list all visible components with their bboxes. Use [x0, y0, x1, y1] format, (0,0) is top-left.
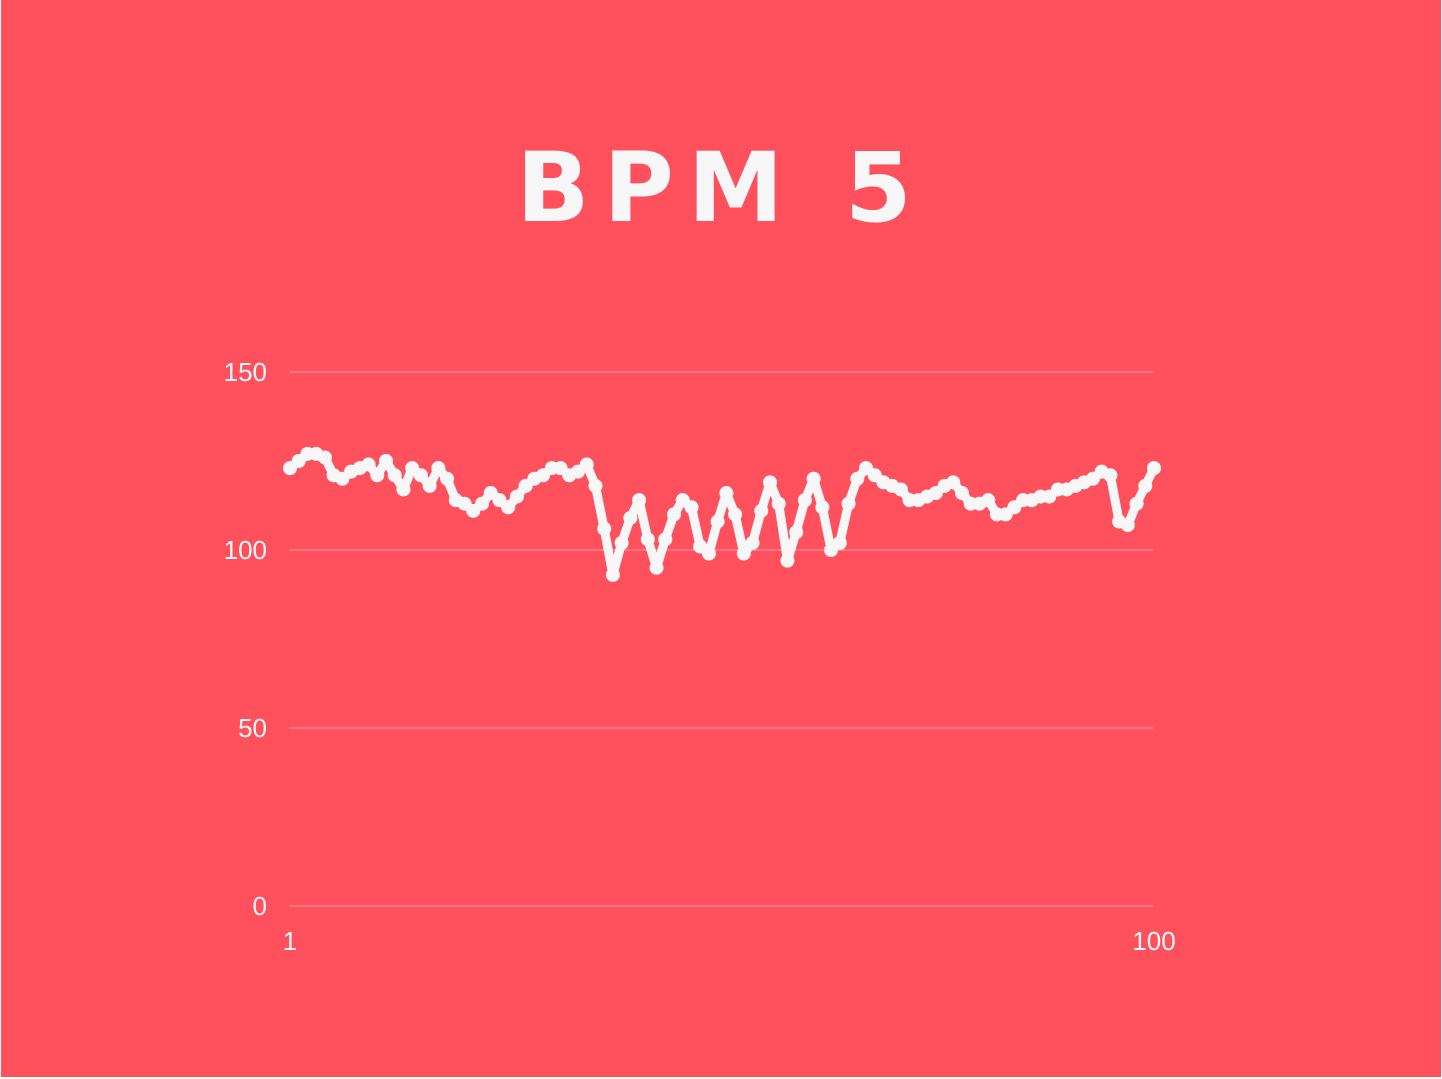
data-point	[684, 500, 698, 514]
data-point	[388, 468, 402, 482]
y-tick-label: 150	[224, 357, 267, 387]
data-point	[440, 472, 454, 486]
data-point	[423, 479, 437, 493]
data-point	[719, 486, 733, 500]
data-point	[1103, 468, 1117, 482]
y-tick-label: 50	[238, 713, 267, 743]
data-point	[702, 547, 716, 561]
data-point	[981, 493, 995, 507]
data-point	[780, 554, 794, 568]
data-point	[842, 497, 856, 511]
data-point	[763, 475, 777, 489]
data-point	[807, 472, 821, 486]
data-point	[632, 493, 646, 507]
data-point	[1121, 518, 1135, 532]
data-point	[798, 493, 812, 507]
data-point	[641, 532, 655, 546]
data-point	[370, 468, 384, 482]
y-tick-label: 100	[224, 535, 267, 565]
data-point	[318, 450, 332, 464]
data-point	[772, 497, 786, 511]
data-point	[1130, 497, 1144, 511]
data-point	[728, 507, 742, 521]
data-point	[754, 504, 768, 518]
data-point	[615, 536, 629, 550]
data-point	[379, 454, 393, 468]
data-point	[650, 561, 664, 575]
data-point	[396, 482, 410, 496]
data-point	[606, 568, 620, 582]
data-point	[580, 458, 594, 472]
data-point	[833, 536, 847, 550]
data-point	[1138, 479, 1152, 493]
data-point	[588, 479, 602, 493]
data-point	[746, 536, 760, 550]
data-point	[667, 507, 681, 521]
data-point	[623, 511, 637, 525]
y-tick-label: 0	[253, 891, 267, 921]
x-tick-label: 1	[283, 926, 297, 956]
data-point	[815, 500, 829, 514]
x-tick-label: 100	[1132, 926, 1175, 956]
data-point	[1147, 461, 1161, 475]
data-point	[711, 515, 725, 529]
data-point	[658, 532, 672, 546]
data-point	[789, 525, 803, 539]
data-point	[597, 522, 611, 536]
